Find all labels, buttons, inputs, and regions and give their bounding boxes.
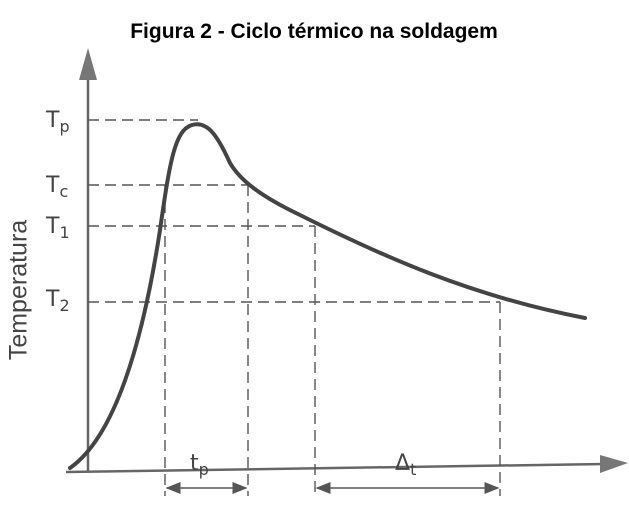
level-label: Tp (45, 108, 70, 136)
interval-label: tp (190, 451, 209, 479)
title: Figura 2 - Ciclo térmico na soldagem (130, 20, 498, 43)
y-arrow (79, 48, 97, 80)
y-axis-label: Temperatura (5, 220, 33, 360)
x-axis (65, 462, 606, 474)
level-label: Tc (45, 173, 68, 201)
level-label: T2 (45, 287, 70, 315)
level-label: T1 (45, 214, 70, 242)
thermal-curve (68, 122, 587, 470)
interval-label: Δt (395, 451, 416, 479)
x-arrow (600, 455, 628, 473)
